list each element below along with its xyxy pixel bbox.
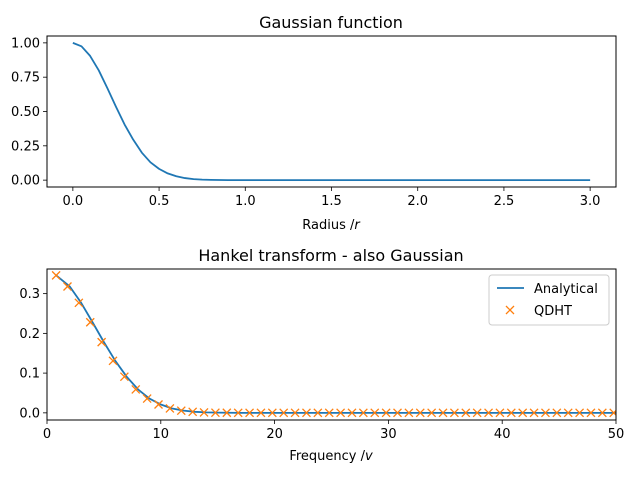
data-point	[518, 408, 528, 418]
data-point	[245, 408, 255, 418]
data-point	[575, 408, 585, 418]
data-point	[449, 408, 459, 418]
x-tick-label: 50	[608, 427, 625, 442]
data-point	[176, 406, 186, 416]
data-point	[154, 400, 163, 409]
data-point	[563, 408, 573, 418]
data-point	[506, 408, 516, 418]
legend-label-qdht: QDHT	[534, 304, 572, 319]
x-tick-label: 1.5	[321, 194, 342, 209]
data-point	[199, 407, 209, 417]
data-point	[256, 408, 266, 418]
data-point	[97, 337, 107, 347]
series-line-analytical	[55, 274, 616, 414]
legend: Analytical QDHT	[488, 274, 610, 326]
data-point	[313, 408, 323, 418]
data-point	[233, 408, 243, 418]
data-point	[165, 404, 175, 413]
x-axis-label: Frequency /v	[289, 449, 373, 464]
data-point	[108, 356, 118, 366]
x-axis-ticks: 0 10 20 30 40 50	[43, 420, 624, 442]
data-point	[51, 270, 61, 280]
y-axis-ticks: 0.0 0.1 0.2 0.3	[19, 287, 47, 421]
data-point	[370, 408, 380, 418]
x-tick-label: 0.0	[63, 194, 84, 209]
y-axis-ticks: 0.00 0.25 0.50 0.75 1.00	[11, 36, 47, 189]
data-point	[540, 408, 550, 418]
data-point	[358, 408, 368, 418]
data-point	[222, 408, 232, 418]
y-tick-label: 0.50	[11, 105, 40, 120]
x-tick-label: 20	[266, 427, 283, 442]
x-tick-label: 3.0	[580, 194, 601, 209]
y-tick-label: 0.0	[19, 406, 40, 421]
data-point	[609, 408, 616, 418]
chart-title: Hankel transform - also Gaussian	[198, 246, 463, 265]
data-point	[119, 372, 129, 382]
y-tick-label: 0.3	[19, 287, 40, 302]
data-point	[495, 408, 505, 418]
chart-gaussian-function: Gaussian function 0.0 0.5 1.0 1.5 2.0 2.5 3.0 …	[11, 13, 617, 233]
axes-frame	[46, 35, 617, 188]
data-point	[404, 408, 414, 418]
data-point	[336, 408, 346, 418]
data-point	[472, 408, 482, 418]
x-tick-label: 10	[153, 427, 170, 442]
data-point	[381, 408, 391, 418]
x-tick-label: 2.5	[494, 194, 515, 209]
y-tick-label: 0.1	[19, 367, 40, 382]
y-tick-label: 1.00	[11, 36, 40, 51]
plot-area	[51, 270, 616, 418]
data-point	[415, 408, 425, 418]
series-line-series-0	[72, 42, 591, 182]
data-point	[484, 408, 494, 418]
data-point	[461, 408, 471, 418]
data-point	[324, 408, 334, 418]
x-tick-label: 30	[380, 427, 397, 442]
data-point	[74, 298, 84, 308]
data-point	[347, 408, 357, 418]
y-tick-label: 0.00	[11, 174, 40, 189]
y-tick-label: 0.25	[11, 139, 40, 154]
x-tick-label: 2.0	[407, 194, 428, 209]
data-point	[188, 407, 198, 417]
data-point	[586, 408, 596, 418]
x-tick-label: 1.0	[235, 194, 256, 209]
data-point	[302, 408, 311, 418]
data-point	[142, 394, 152, 404]
data-point	[552, 408, 562, 418]
data-point	[210, 408, 220, 418]
data-point	[427, 408, 437, 418]
x-tick-label: 0	[43, 427, 51, 442]
axes-frame	[46, 268, 617, 421]
data-point	[85, 317, 95, 327]
x-axis-label: Radius /r	[302, 218, 361, 233]
data-point	[267, 408, 277, 418]
y-tick-label: 0.75	[11, 71, 40, 86]
chart-hankel-transform: Hankel transform - also Gaussian 0 10 20 30…	[19, 246, 624, 464]
data-point	[279, 408, 289, 418]
x-axis-ticks: 0.0 0.5 1.0 1.5 2.0 2.5 3.0	[63, 187, 601, 209]
y-tick-label: 0.2	[19, 327, 40, 342]
series-qdht	[51, 270, 616, 418]
plot-area	[72, 42, 591, 182]
data-point	[63, 282, 72, 291]
data-point	[438, 408, 448, 418]
data-point	[529, 408, 539, 418]
legend-label-analytical: Analytical	[534, 282, 598, 297]
data-point	[597, 408, 607, 418]
legend-marker-qdht	[505, 305, 515, 315]
data-point	[393, 408, 402, 418]
x-tick-label: 0.5	[149, 194, 170, 209]
data-point	[290, 408, 300, 418]
data-point	[131, 384, 141, 394]
chart-title: Gaussian function	[259, 13, 403, 32]
x-tick-label: 40	[494, 427, 511, 442]
